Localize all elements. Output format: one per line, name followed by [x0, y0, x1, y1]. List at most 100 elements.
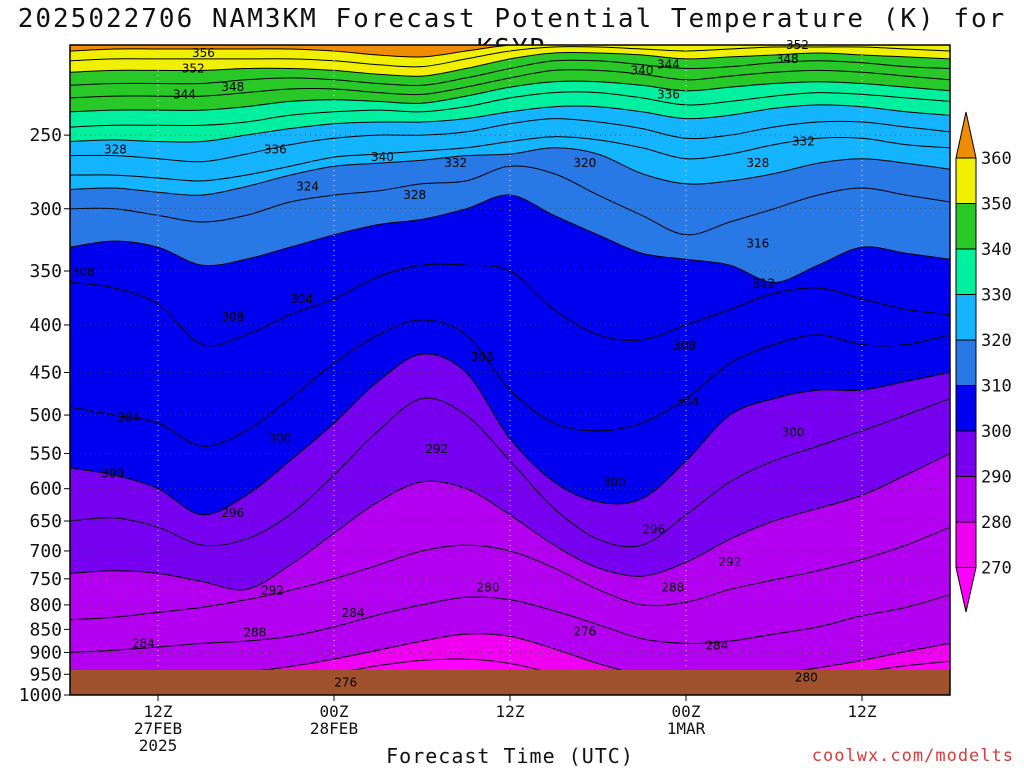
contour-label: 332 — [792, 135, 815, 149]
y-tick-label: 250 — [29, 125, 62, 146]
colorbar-segment-330 — [955, 248, 977, 295]
contour-label: 340 — [631, 63, 654, 77]
contour-label: 352 — [182, 62, 205, 76]
y-tick-label: 950 — [29, 664, 62, 685]
contour-label: 332 — [444, 156, 467, 170]
colorbar-label: 310 — [981, 377, 1012, 397]
y-tick-label: 750 — [29, 569, 62, 590]
contour-label: 276 — [573, 624, 596, 638]
contour-label: 288 — [661, 580, 684, 594]
x-tick-label: 12Z — [848, 702, 877, 721]
isentrope-360 — [70, 45, 950, 58]
contour-label: 292 — [425, 442, 448, 456]
contour-label: 316 — [746, 237, 769, 251]
x-tick-label: 28FEB — [310, 719, 358, 738]
terrain-bar — [70, 670, 950, 695]
x-axis-label: Forecast Time (UTC) — [386, 744, 634, 768]
y-tick-label: 400 — [29, 315, 62, 336]
contour-label: 292 — [261, 583, 284, 597]
contour-label: 276 — [334, 676, 357, 690]
theta-band-356 — [70, 45, 950, 67]
y-tick-label: 550 — [29, 444, 62, 465]
contour-label: 320 — [573, 156, 596, 170]
colorbar-segment-280 — [955, 476, 977, 523]
contour-label: 300 — [101, 467, 124, 481]
contour-label: 340 — [371, 150, 394, 164]
x-tick-label: 00Z — [320, 702, 349, 721]
contour-label: 304 — [290, 292, 313, 306]
colorbar-segment-310 — [955, 339, 977, 386]
contour-label: 324 — [296, 180, 319, 194]
contour-label: 328 — [746, 156, 769, 170]
colorbar-segment-270 — [955, 521, 977, 568]
contour-label: 348 — [221, 80, 244, 94]
contour-label: 284 — [705, 639, 728, 653]
y-tick-label: 350 — [29, 261, 62, 282]
contour-label: 328 — [104, 142, 127, 156]
contour-label: 292 — [719, 555, 742, 569]
y-tick-label: 700 — [29, 541, 62, 562]
contour-label: 304 — [676, 395, 699, 409]
isentrope-324 — [70, 136, 950, 182]
contour-label: 284 — [132, 636, 155, 650]
credit-link[interactable]: coolwx.com/modelts — [811, 746, 1014, 766]
contour-label: 336 — [264, 142, 287, 156]
y-tick-label: 800 — [29, 595, 62, 616]
y-axis: 2503003504004505005506006507007508008509… — [19, 125, 70, 706]
colorbar-label: 290 — [981, 468, 1012, 488]
y-tick-label: 500 — [29, 405, 62, 426]
isentrope-344 — [70, 69, 950, 99]
contour-label: 308 — [673, 339, 696, 353]
contour-label: 288 — [243, 626, 266, 640]
isentrope-332 — [70, 104, 950, 143]
contour-label: 308 — [221, 310, 244, 324]
x-tick-label: 2025 — [139, 736, 178, 755]
isentrope-348 — [70, 59, 950, 87]
colorbar-label: 280 — [981, 513, 1012, 533]
theta-band-360 — [70, 45, 950, 58]
colorbar-label: 270 — [981, 559, 1012, 579]
x-tick-label: 12Z — [144, 702, 173, 721]
contour-label: 348 — [776, 52, 799, 66]
x-tick-label: 27FEB — [134, 719, 182, 738]
colorbar: 270 280 290 300 310 320 330 340 350 360 — [955, 111, 1012, 613]
x-tick-label: 00Z — [672, 702, 701, 721]
contour-label: 312 — [752, 277, 775, 291]
colorbar-label: 300 — [981, 422, 1012, 442]
colorbar-label: 320 — [981, 331, 1012, 351]
x-tick-label: 12Z — [496, 702, 525, 721]
colorbar-segment-300 — [955, 385, 977, 432]
colorbar-segment-320 — [955, 294, 977, 341]
y-tick-label: 300 — [29, 199, 62, 220]
contour-label: 356 — [192, 46, 215, 60]
contour-label: 300 — [268, 432, 291, 446]
y-tick-label: 900 — [29, 642, 62, 663]
colorbar-segment-340 — [955, 203, 977, 250]
contour-label: 284 — [342, 606, 365, 620]
contour-label: 336 — [657, 87, 680, 101]
contour-label: 308 — [471, 350, 494, 364]
colorbar-segment-350 — [955, 157, 977, 204]
isentrope-316 — [70, 165, 950, 236]
colorbar-label: 360 — [981, 149, 1012, 169]
contour-label: 280 — [477, 580, 500, 594]
contour-label: 296 — [642, 523, 665, 537]
contour-label: 300 — [603, 475, 626, 489]
contour-label: 296 — [221, 506, 244, 520]
contour-label: 344 — [657, 58, 680, 72]
isentrope-320 — [70, 147, 950, 196]
colorbar-label: 350 — [981, 195, 1012, 215]
y-tick-label: 600 — [29, 479, 62, 500]
contour-label: 280 — [795, 671, 818, 685]
contour-label: 300 — [782, 425, 805, 439]
colorbar-label: 330 — [981, 286, 1012, 306]
colorbar-under-arrow — [955, 567, 977, 613]
colorbar-over-arrow — [955, 111, 977, 159]
y-tick-label: 450 — [29, 363, 62, 384]
contour-label: 344 — [173, 87, 196, 101]
isentrope-336 — [70, 91, 950, 128]
y-tick-label: 850 — [29, 619, 62, 640]
